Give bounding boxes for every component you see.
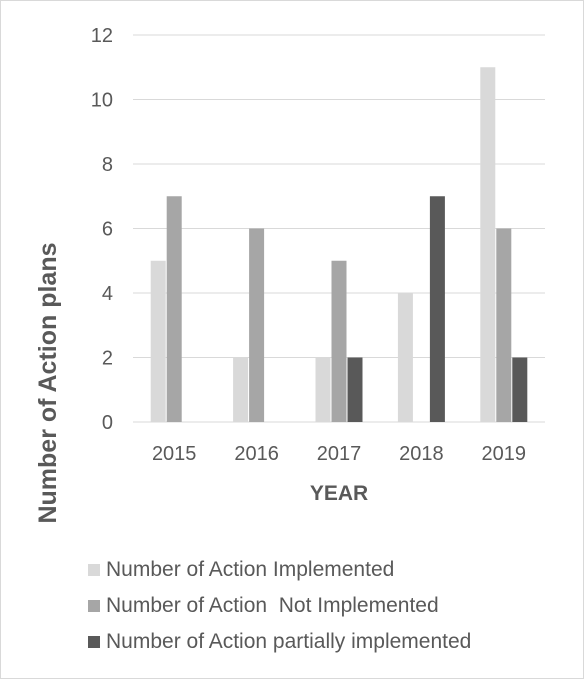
bar-2015-series-2 <box>166 196 182 422</box>
x-tick-label: 2019 <box>482 443 527 465</box>
y-tick-label: 2 <box>102 348 113 370</box>
bar-2016-series-1 <box>233 357 249 422</box>
bar-2018-series-1 <box>397 293 413 422</box>
y-tick-labels: 0 2 4 6 8 10 12 <box>91 25 113 434</box>
x-tick-label: 2018 <box>399 443 444 465</box>
y-tick-label: 6 <box>102 219 113 241</box>
y-tick-label: 10 <box>91 90 113 112</box>
x-tick-labels: 2015 2016 2017 2018 2019 <box>152 443 526 465</box>
y-tick-label: 4 <box>102 283 113 305</box>
legend-label: Number of Action Implemented <box>106 558 395 581</box>
bar-2015-series-1 <box>150 260 166 422</box>
legend-item-1: Number of Action Implemented <box>88 552 471 588</box>
x-tick-label: 2017 <box>317 443 362 465</box>
x-axis-label: YEAR <box>310 482 368 505</box>
bar-2019-series-3 <box>512 357 528 422</box>
legend-item-2: Number of Action Not Implemented <box>88 588 471 624</box>
bar-2017-series-3 <box>347 357 363 422</box>
legend-label: Number of Action partially implemented <box>106 630 472 653</box>
y-tick-label: 8 <box>102 154 113 176</box>
bar-2016-series-2 <box>249 228 265 422</box>
legend-swatch <box>88 636 100 648</box>
legend-swatch <box>88 600 100 612</box>
y-tick-label: 0 <box>102 412 113 434</box>
x-tick-label: 2016 <box>234 443 279 465</box>
legend-item-3: Number of Action partially implemented <box>88 624 471 660</box>
y-tick-label: 12 <box>91 25 113 47</box>
bar-2017-series-1 <box>315 357 331 422</box>
legend-swatch <box>88 564 100 576</box>
gridlines <box>133 34 545 423</box>
legend: Number of Action Implemented Number of Ac… <box>88 552 471 660</box>
bar-2018-series-3 <box>429 196 445 422</box>
x-tick-label: 2015 <box>152 443 197 465</box>
bars <box>150 67 528 422</box>
bar-2019-series-2 <box>496 228 512 422</box>
legend-label: Number of Action Not Implemented <box>106 594 439 617</box>
bar-2017-series-2 <box>331 260 347 422</box>
y-axis-label: Number of Action plans <box>34 242 62 523</box>
bar-2019-series-1 <box>480 67 496 422</box>
